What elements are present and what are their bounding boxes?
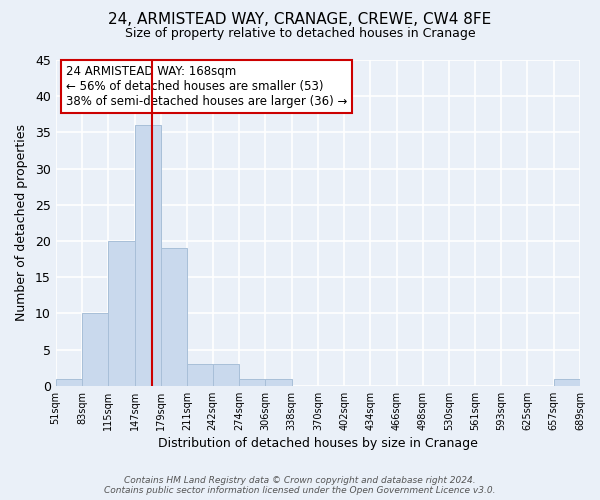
Bar (212, 364, 239, 386)
Text: 24 ARMISTEAD WAY: 168sqm
← 56% of detached houses are smaller (53)
38% of semi-d: 24 ARMISTEAD WAY: 168sqm ← 56% of detach… (66, 65, 347, 108)
Bar (554, 378, 580, 386)
Text: Contains HM Land Registry data © Crown copyright and database right 2024.
Contai: Contains HM Land Registry data © Crown c… (104, 476, 496, 495)
Text: Size of property relative to detached houses in Cranage: Size of property relative to detached ho… (125, 28, 475, 40)
Bar (239, 378, 265, 386)
Bar (56, 378, 82, 386)
Bar (265, 378, 292, 386)
Bar (161, 248, 187, 386)
Bar (108, 241, 134, 386)
Bar (134, 125, 161, 386)
X-axis label: Distribution of detached houses by size in Cranage: Distribution of detached houses by size … (158, 437, 478, 450)
Y-axis label: Number of detached properties: Number of detached properties (15, 124, 28, 322)
Bar (187, 364, 212, 386)
Text: 24, ARMISTEAD WAY, CRANAGE, CREWE, CW4 8FE: 24, ARMISTEAD WAY, CRANAGE, CREWE, CW4 8… (109, 12, 491, 28)
Bar (82, 314, 108, 386)
